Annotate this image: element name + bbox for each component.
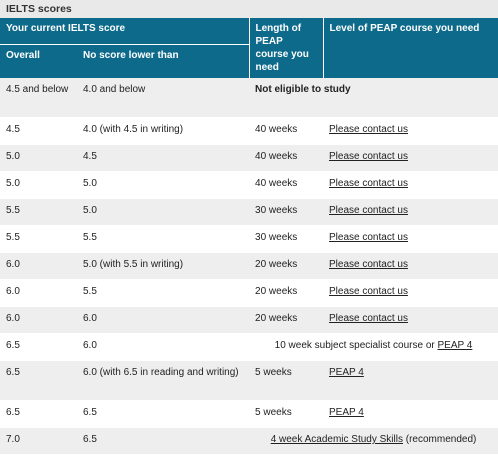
overall-cell: 5.5 <box>0 198 77 226</box>
length-cell: 5 weeks <box>249 400 324 428</box>
table-row: 6.0 6.0 20 weeks Please contact us <box>0 306 498 334</box>
course-recommendation-cell: 4 week Academic Study Skills (recommende… <box>249 427 498 455</box>
table-row: 6.5 6.0 10 week subject specialist cours… <box>0 333 498 361</box>
min-score-cell: 5.5 <box>77 225 250 253</box>
min-score-cell: 5.0 <box>77 198 250 226</box>
length-cell: 20 weeks <box>249 279 324 307</box>
overall-cell: 5.0 <box>0 144 77 172</box>
header-no-lower: No score lower than <box>77 44 250 78</box>
overall-cell: 6.0 <box>0 252 77 280</box>
contact-link[interactable]: Please contact us <box>329 124 408 135</box>
overall-cell: 6.5 <box>0 333 77 361</box>
length-cell: 20 weeks <box>249 306 324 334</box>
header-current-score: Your current IELTS score <box>0 18 250 46</box>
contact-link[interactable]: Please contact us <box>329 286 408 297</box>
min-score-cell: 6.0 <box>77 306 250 334</box>
min-score-cell: 5.0 <box>77 171 250 199</box>
ielts-score-table: Your current IELTS score Length of PEAP … <box>0 18 498 455</box>
level-cell: Please contact us <box>323 225 498 253</box>
table-row: 4.5 and below 4.0 and below Not eligible… <box>0 78 498 118</box>
overall-cell: 4.5 <box>0 117 77 145</box>
length-cell: 40 weeks <box>249 117 324 145</box>
contact-link[interactable]: Please contact us <box>329 313 408 324</box>
level-cell: Please contact us <box>323 306 498 334</box>
length-cell: 40 weeks <box>249 144 324 172</box>
level-cell: PEAP 4 <box>323 360 498 401</box>
table-row: 4.5 4.0 (with 4.5 in writing) 40 weeks P… <box>0 117 498 145</box>
overall-cell: 6.0 <box>0 306 77 334</box>
length-cell: 30 weeks <box>249 198 324 226</box>
overall-cell: 6.5 <box>0 360 77 401</box>
level-cell: Please contact us <box>323 198 498 226</box>
overall-cell: 6.0 <box>0 279 77 307</box>
overall-cell: 5.5 <box>0 225 77 253</box>
level-cell: Please contact us <box>323 171 498 199</box>
table-row: 7.0 6.5 4 week Academic Study Skills (re… <box>0 427 498 455</box>
length-cell: 40 weeks <box>249 171 324 199</box>
peap4-link[interactable]: PEAP 4 <box>437 340 473 351</box>
recommended-note: (recommended) <box>405 434 477 445</box>
level-cell: Please contact us <box>323 279 498 307</box>
length-cell: 20 weeks <box>249 252 324 280</box>
table-row: 6.0 5.0 (with 5.5 in writing) 20 weeks P… <box>0 252 498 280</box>
length-cell: 30 weeks <box>249 225 324 253</box>
min-score-cell: 4.5 <box>77 144 250 172</box>
level-cell: Please contact us <box>323 252 498 280</box>
header-overall: Overall <box>0 44 77 78</box>
contact-link[interactable]: Please contact us <box>329 178 408 189</box>
table-row: 5.5 5.5 30 weeks Please contact us <box>0 225 498 253</box>
min-score-cell: 6.0 <box>77 333 250 361</box>
min-score-cell: 6.5 <box>77 427 250 455</box>
level-cell: Please contact us <box>323 117 498 145</box>
min-score-cell: 6.5 <box>77 400 250 428</box>
table-row: 6.5 6.5 5 weeks PEAP 4 <box>0 400 498 428</box>
course-recommendation-cell: 10 week subject specialist course or PEA… <box>249 333 498 361</box>
not-eligible-cell: Not eligible to study <box>249 78 498 118</box>
table-row: 6.5 6.0 (with 6.5 in reading and writing… <box>0 360 498 401</box>
min-score-cell: 6.0 (with 6.5 in reading and writing) <box>77 360 250 401</box>
min-score-cell: 4.0 and below <box>77 78 250 118</box>
peap4-link[interactable]: PEAP 4 <box>329 407 364 418</box>
contact-link[interactable]: Please contact us <box>329 205 408 216</box>
length-cell: 5 weeks <box>249 360 324 401</box>
header-length: Length of PEAP course you need <box>248 18 324 78</box>
table-row: 5.5 5.0 30 weeks Please contact us <box>0 198 498 226</box>
course-recommendation-text: 10 week subject specialist course or <box>274 340 435 351</box>
academic-study-skills-link[interactable]: 4 week Academic Study Skills <box>270 434 403 445</box>
table-row: 5.0 4.5 40 weeks Please contact us <box>0 144 498 172</box>
table-row: 6.0 5.5 20 weeks Please contact us <box>0 279 498 307</box>
table-row: 5.0 5.0 40 weeks Please contact us <box>0 171 498 199</box>
overall-cell: 4.5 and below <box>0 78 77 118</box>
level-cell: PEAP 4 <box>323 400 498 428</box>
contact-link[interactable]: Please contact us <box>329 232 408 243</box>
overall-cell: 6.5 <box>0 400 77 428</box>
overall-cell: 5.0 <box>0 171 77 199</box>
header-level: Level of PEAP course you need <box>323 18 498 78</box>
min-score-cell: 5.0 (with 5.5 in writing) <box>77 252 250 280</box>
level-cell: Please contact us <box>323 144 498 172</box>
min-score-cell: 5.5 <box>77 279 250 307</box>
overall-cell: 7.0 <box>0 427 77 455</box>
min-score-cell: 4.0 (with 4.5 in writing) <box>77 117 250 145</box>
peap4-link[interactable]: PEAP 4 <box>329 367 364 378</box>
table-caption: IELTS scores <box>0 0 498 18</box>
contact-link[interactable]: Please contact us <box>329 151 408 162</box>
contact-link[interactable]: Please contact us <box>329 259 408 270</box>
